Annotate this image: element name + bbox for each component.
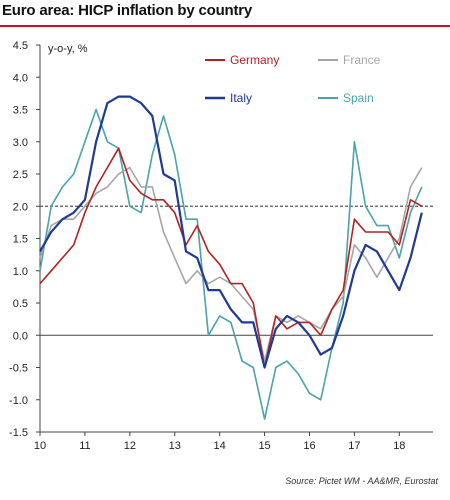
y-tick-label: 2.5 [13, 169, 28, 181]
y-tick-label: -1.0 [9, 395, 28, 407]
series-layer [39, 95, 423, 420]
y-tick-label: 3.0 [13, 137, 28, 149]
legend-label-italy: Italy [230, 91, 252, 105]
y-tick-label: 1.0 [13, 266, 28, 278]
y-tick-label: 4.0 [13, 72, 28, 84]
legend: Germany France Italy Spain [205, 53, 381, 105]
y-axis-label: y-o-y, % [48, 43, 88, 55]
y-tick-label: 0.0 [13, 330, 28, 342]
x-tick-label: 10 [34, 440, 46, 452]
x-tick-label: 18 [393, 440, 405, 452]
y-tick-label: 4.5 [13, 40, 28, 52]
x-tick-label: 16 [303, 440, 315, 452]
y-tick-label: 1.5 [13, 234, 28, 246]
x-tick-label: 12 [124, 440, 136, 452]
y-tick-label: -1.5 [9, 427, 28, 439]
y-tick-label: 3.5 [13, 105, 28, 117]
legend-label-germany: Germany [230, 53, 279, 67]
y-tick-label: 0.5 [13, 298, 28, 310]
x-tick-label: 13 [169, 440, 181, 452]
series-line-germany [39, 147, 423, 369]
title-rule [0, 25, 450, 27]
legend-label-france: France [343, 53, 381, 67]
axes: 4.5 4.0 3.5 3.0 2.5 2.0 1.5 1.0 0.5 0.0 -0.5 -1.0 -1… [9, 40, 433, 452]
series-line-italy [39, 95, 423, 369]
x-tick-label: 11 [79, 440, 90, 452]
x-tick-label: 17 [348, 440, 360, 452]
series-line-spain [39, 108, 423, 420]
source-note: Source: Pictet WM - AA&MR, Eurostat [285, 476, 438, 486]
y-tick-label: -0.5 [9, 363, 28, 375]
x-tick-label: 14 [214, 440, 226, 452]
chart-title: Euro area: HICP inflation by country [2, 2, 253, 19]
x-tick-label: 15 [258, 440, 270, 452]
legend-label-spain: Spain [343, 91, 374, 105]
y-tick-label: 2.0 [13, 201, 28, 213]
